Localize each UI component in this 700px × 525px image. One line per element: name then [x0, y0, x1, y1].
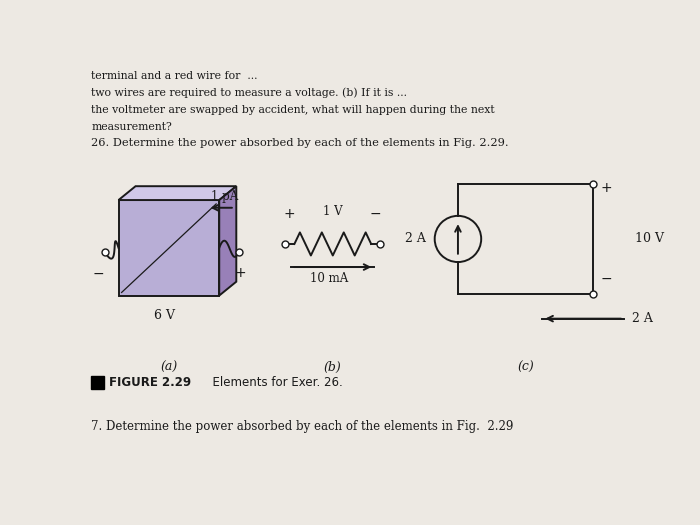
- Text: 1 pA: 1 pA: [211, 190, 239, 203]
- Text: 7. Determine the power absorbed by each of the elements in Fig.  2.29: 7. Determine the power absorbed by each …: [92, 419, 514, 433]
- Text: terminal and a red wire for  ...: terminal and a red wire for ...: [92, 71, 258, 81]
- Text: 10 V: 10 V: [636, 233, 664, 246]
- Text: (a): (a): [160, 361, 178, 374]
- Text: (b): (b): [324, 361, 342, 374]
- Text: −: −: [92, 267, 104, 281]
- Text: measurement?: measurement?: [92, 121, 172, 132]
- Polygon shape: [118, 186, 237, 200]
- Text: (c): (c): [517, 361, 533, 374]
- Text: Elements for Exer. 26.: Elements for Exer. 26.: [205, 376, 343, 389]
- Text: 6 V: 6 V: [155, 309, 176, 322]
- Text: −: −: [370, 207, 382, 221]
- Text: +: +: [601, 181, 612, 195]
- Text: the voltmeter are swapped by accident, what will happen during the next: the voltmeter are swapped by accident, w…: [92, 104, 495, 114]
- Text: +: +: [234, 266, 246, 279]
- Text: +: +: [284, 207, 295, 221]
- Text: 2 A: 2 A: [631, 312, 652, 325]
- Text: −: −: [601, 272, 612, 286]
- Polygon shape: [118, 200, 219, 296]
- Text: FIGURE 2.29: FIGURE 2.29: [109, 376, 191, 389]
- Text: 10 mA: 10 mA: [310, 271, 348, 285]
- Polygon shape: [219, 186, 237, 296]
- Text: two wires are required to measure a voltage. (b) If it is ...: two wires are required to measure a volt…: [92, 88, 407, 98]
- Text: 26. Determine the power absorbed by each of the elements in Fig. 2.29.: 26. Determine the power absorbed by each…: [92, 139, 509, 149]
- Text: 1 V: 1 V: [323, 205, 342, 218]
- Text: 2 A: 2 A: [405, 233, 426, 246]
- Bar: [92, 376, 104, 388]
